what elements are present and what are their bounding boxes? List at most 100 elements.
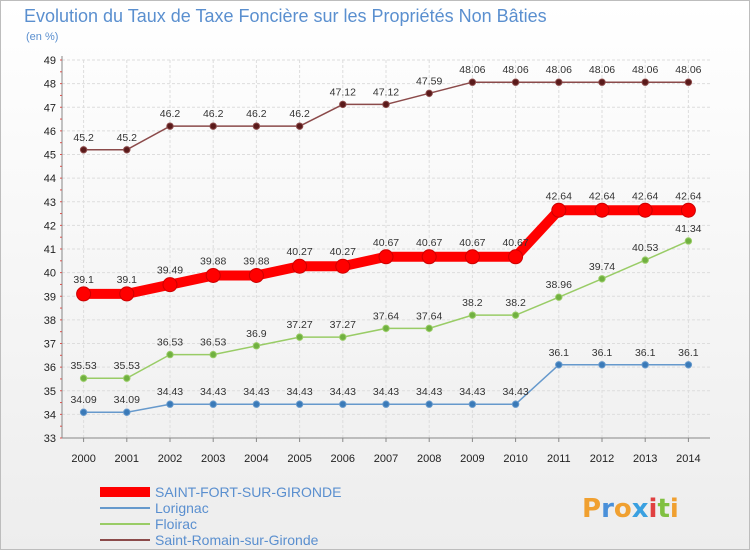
data-label: 34.43: [373, 386, 399, 398]
data-point: [425, 400, 433, 408]
x-tick-label: 2013: [633, 453, 657, 465]
data-point: [339, 400, 347, 408]
data-point: [76, 286, 92, 302]
data-point: [555, 361, 563, 369]
x-tick-label: 2014: [676, 453, 700, 465]
data-label: 35.53: [114, 360, 140, 372]
data-point: [252, 342, 261, 350]
data-point: [684, 361, 693, 369]
data-point: [79, 374, 88, 382]
data-point: [123, 146, 131, 154]
data-label: 46.2: [203, 108, 224, 120]
data-labels: 45.2 45.2 46.2 46.2 46.2 46.2 47.12 47.12 47.59 4…: [70, 64, 701, 406]
y-tick-label: 33: [44, 433, 56, 445]
data-point: [680, 202, 696, 218]
data-label: 42.64: [675, 190, 701, 202]
data-label: 34.43: [200, 386, 226, 398]
data-point: [205, 267, 221, 283]
data-point: [295, 122, 304, 130]
data-point: [641, 256, 649, 264]
data-label: 36.1: [678, 347, 699, 359]
data-point: [252, 122, 261, 130]
y-tick-label: 34: [44, 409, 56, 421]
data-point: [555, 78, 563, 86]
data-label: 40.27: [330, 246, 356, 258]
data-label: 34.09: [70, 394, 96, 406]
legend-label: Saint-Romain-sur-Gironde: [155, 532, 319, 548]
data-label: 36.1: [592, 347, 613, 359]
y-tick-label: 40: [44, 268, 56, 280]
y-tick-label: 41: [44, 244, 56, 256]
data-point: [79, 408, 88, 416]
y-tick-label: 49: [44, 55, 56, 67]
data-label: 48.06: [675, 64, 701, 76]
data-point: [511, 78, 520, 86]
data-label: 42.64: [632, 190, 658, 202]
data-label: 34.43: [243, 386, 269, 398]
proxiti-logo: Proxiti: [582, 494, 679, 524]
data-point: [598, 78, 606, 86]
grid: [62, 59, 710, 439]
data-point: [166, 350, 174, 359]
data-label: 42.64: [546, 190, 572, 202]
data-point: [382, 100, 390, 109]
data-point: [637, 202, 653, 218]
data-point: [551, 202, 567, 218]
data-label: 34.43: [459, 386, 485, 398]
data-label: 45.2: [73, 132, 94, 144]
chart-title: Evolution du Taux de Taxe Foncière sur l…: [24, 6, 547, 26]
data-label: 37.64: [373, 310, 399, 322]
data-point: [555, 293, 563, 301]
data-point: [425, 324, 433, 333]
data-point: [425, 89, 433, 98]
y-tick-label: 42: [44, 220, 56, 232]
y-tick-label: 36: [44, 362, 56, 374]
data-point: [335, 258, 351, 274]
data-label: 39.1: [73, 274, 94, 286]
data-label: 41.34: [675, 223, 701, 235]
data-point: [162, 277, 178, 293]
data-point: [508, 249, 524, 265]
data-point: [166, 122, 174, 130]
data-point: [594, 202, 610, 218]
data-label: 48.06: [459, 64, 485, 76]
data-point: [248, 267, 264, 283]
data-label: 39.88: [243, 255, 269, 267]
data-label: 46.2: [246, 108, 267, 120]
data-point: [209, 350, 217, 359]
x-tick-label: 2007: [374, 453, 398, 465]
data-point: [598, 275, 606, 283]
series-floirac: [79, 237, 693, 382]
series-lorignac: [79, 361, 693, 416]
data-label: 36.1: [635, 347, 656, 359]
data-label: 35.53: [70, 360, 96, 372]
data-point: [468, 78, 477, 86]
series-layer: [76, 78, 696, 416]
data-label: 40.67: [373, 237, 399, 249]
data-label: 47.12: [373, 86, 399, 98]
data-label: 38.2: [505, 297, 526, 309]
data-label: 37.27: [286, 319, 312, 331]
data-point: [209, 400, 217, 408]
legend-item: SAINT-FORT-SUR-GIRONDE: [100, 484, 341, 500]
data-label: 36.1: [549, 347, 570, 359]
x-tick-label: 2010: [503, 453, 527, 465]
data-label: 34.43: [157, 386, 183, 398]
data-label: 47.12: [330, 86, 356, 98]
x-tick-label: 2005: [287, 453, 311, 465]
y-tick-label: 44: [44, 173, 56, 185]
data-label: 46.2: [289, 108, 310, 120]
series-saint-fort-sur-gironde: [76, 202, 696, 302]
data-point: [684, 78, 693, 86]
legend-label: SAINT-FORT-SUR-GIRONDE: [155, 484, 341, 500]
y-tick-label: 37: [44, 339, 56, 351]
data-label: 40.67: [416, 237, 442, 249]
legend-item: Floirac: [100, 516, 197, 532]
data-point: [119, 286, 135, 302]
data-point: [382, 324, 390, 333]
data-point: [641, 78, 649, 86]
data-label: 42.64: [589, 190, 615, 202]
y-tick-label: 45: [44, 150, 56, 162]
